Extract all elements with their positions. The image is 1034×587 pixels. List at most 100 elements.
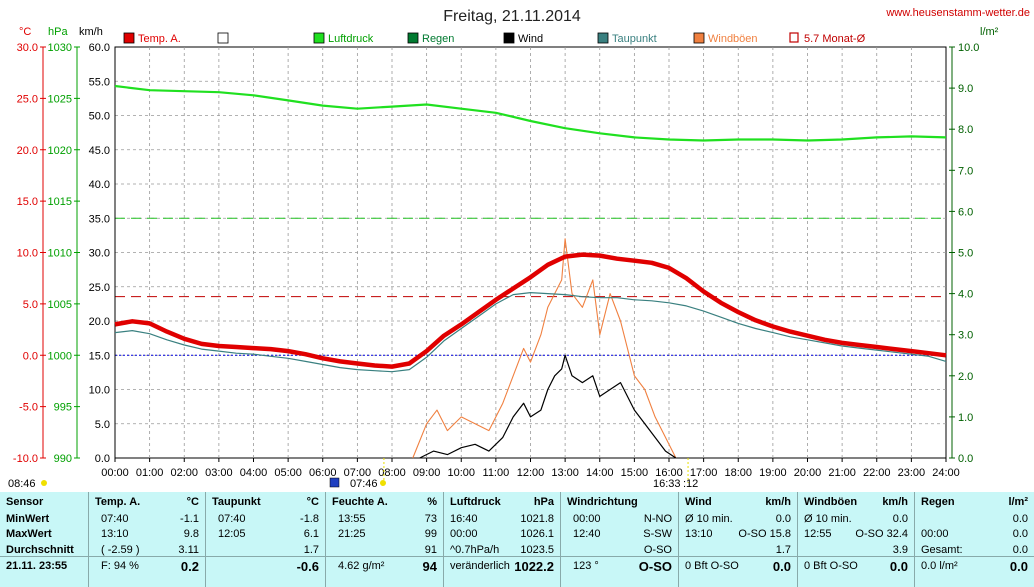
pressure-axis-unit: hPa — [48, 26, 68, 38]
x-tick: 07:00 — [344, 467, 372, 479]
x-tick: 16:00 — [655, 467, 683, 479]
temp-tick: 30.0 — [17, 42, 38, 54]
legend-swatch — [313, 32, 325, 44]
rain-tick: 8.0 — [958, 124, 973, 136]
cell-value: 0.2 — [180, 559, 199, 574]
table-col: Wind km/h Ø 10 min. 0.0 13:10 O-SO 15.8 1.7 0 B… — [678, 492, 797, 587]
grid-lines — [115, 47, 946, 458]
cell-value: 94 — [422, 559, 437, 574]
col-header: Luftdruck — [450, 496, 501, 508]
temp-tick: 10.0 — [17, 248, 38, 260]
series-taupunkt — [114, 292, 947, 373]
col-unit: km/h — [882, 496, 908, 508]
cell-time: 00:00 — [921, 528, 949, 540]
x-tick: 04:00 — [240, 467, 268, 479]
series-wind — [419, 354, 677, 459]
legend-label: Wind — [518, 33, 543, 45]
cell-time: 07:40 — [101, 513, 129, 525]
table-col: Windrichtung 00:00 N-NO 12:40 S-SW O-SO 123 ° O… — [560, 492, 678, 587]
table-col: Taupunkt °C 07:40 -1.8 12:05 6.1 1.7 -0.6 — [205, 492, 325, 587]
time-markers: 07:46 16:33 08:46:12 — [8, 458, 698, 490]
row-label: MinWert — [6, 513, 50, 525]
table-col: Windböen km/h Ø 10 min. 0.0 12:55 O-SO 32.4 3.… — [797, 492, 914, 587]
moon-icon — [329, 477, 340, 488]
cell-value: -0.6 — [296, 559, 319, 574]
temp-tick: -10.0 — [13, 453, 38, 465]
cell-value: O-SO — [638, 559, 672, 574]
table-col: Temp. A. °C 07:40 -1.1 13:10 9.8 ( -2.59 ) 3.11… — [88, 492, 205, 587]
wind-tick: 0.0 — [95, 453, 110, 465]
chart-legend: Temp. A. Luftdruck Regen Wind Taupunkt Windbö… — [123, 32, 866, 45]
col-unit: °C — [186, 496, 199, 508]
cell-time: Gesamt: — [921, 544, 963, 556]
cell-time: 07:40 — [218, 513, 246, 525]
table-col: Luftdruck hPa 16:40 1021.8 00:00 1026.1 ^0.7hP… — [443, 492, 560, 587]
row-divider — [0, 556, 1034, 557]
rain-tick: 10.0 — [958, 42, 979, 54]
cell-value: 0.0 — [772, 559, 791, 574]
legend-swatch — [503, 32, 515, 44]
x-axis: 00:00 01:00 02:00 03:00 04:00 05:00 06:00 07:00… — [101, 458, 960, 479]
sunset-time: 16:33 — [653, 478, 681, 490]
x-tick: 10:00 — [447, 467, 475, 479]
rain-tick: 1.0 — [958, 412, 973, 424]
pressure-tick: 1010 — [48, 248, 72, 260]
rain-tick: 5.0 — [958, 248, 973, 260]
x-tick: 19:00 — [759, 467, 787, 479]
wind-tick: 30.0 — [89, 248, 110, 260]
col-header: Temp. A. — [95, 496, 141, 508]
pressure-tick: 1030 — [48, 42, 72, 54]
cell-value: 0.0 — [1012, 528, 1028, 540]
wind-tick: 25.0 — [89, 282, 110, 294]
cell-value: N-NO — [643, 513, 672, 525]
cell-value: 0.0 — [889, 559, 908, 574]
col-unit: hPa — [533, 496, 554, 508]
cell-time: 4.62 g/m² — [338, 560, 385, 572]
cell-time: 13:10 — [685, 528, 713, 540]
legend-swatch — [407, 32, 419, 44]
wind-tick: 55.0 — [89, 76, 110, 88]
cell-time: ( -2.59 ) — [101, 544, 140, 556]
cell-value: 91 — [424, 544, 437, 556]
row-label: MaxWert — [6, 528, 52, 540]
col-header: Windrichtung — [567, 496, 638, 508]
pressure-tick: 990 — [54, 453, 72, 465]
cell-time: 12:55 — [804, 528, 832, 540]
col-header: Regen — [921, 496, 955, 508]
temp-tick: 15.0 — [17, 196, 38, 208]
legend-swatch — [789, 32, 799, 43]
cell-time: 00:00 — [450, 528, 478, 540]
cell-value: -1.8 — [300, 513, 319, 525]
table-col: Feuchte A.% 13:55 73 21:25 99 91 4.62 g/m² 94 — [325, 492, 443, 587]
pressure-tick: 1020 — [48, 145, 72, 157]
x-tick: 24:00 — [932, 467, 960, 479]
rain-axis-unit: l/m² — [980, 26, 999, 38]
rain-tick: 3.0 — [958, 330, 973, 342]
table-col: Regen l/m² 0.0 00:00 0.0 Gesamt: 0.0 0.0 l/m² 0.… — [914, 492, 1034, 587]
cell-value: 0.0 — [1012, 544, 1028, 556]
x-tick: 09:00 — [413, 467, 441, 479]
cell-time: 13:10 — [101, 528, 129, 540]
cell-time: F: 94 % — [101, 560, 139, 572]
x-tick: 01:00 — [136, 467, 164, 479]
cell-time: veränderlich — [450, 560, 510, 572]
cell-value: 3.11 — [178, 544, 199, 556]
legend-swatch — [597, 32, 609, 44]
cell-value: 1023.5 — [520, 544, 554, 556]
x-tick: 23:00 — [898, 467, 926, 479]
pressure-tick: 1025 — [48, 93, 72, 105]
cell-value: O-SO — [643, 544, 672, 556]
wind-tick: 40.0 — [89, 179, 110, 191]
cell-value: 1.7 — [775, 544, 791, 556]
sun-icon — [41, 480, 47, 486]
cell-value: 0.0 — [1009, 559, 1028, 574]
sun-icon — [380, 480, 386, 486]
x-tick: 14:00 — [586, 467, 614, 479]
col-unit: km/h — [765, 496, 791, 508]
col-header: Windböen — [804, 496, 858, 508]
col-header: Taupunkt — [212, 496, 261, 508]
col-unit: °C — [306, 496, 319, 508]
col-unit: l/m² — [1008, 496, 1028, 508]
cell-value: 73 — [424, 513, 437, 525]
table-col: Sensor MinWert MaxWert Durchschnitt 21.11. 2… — [0, 492, 88, 587]
